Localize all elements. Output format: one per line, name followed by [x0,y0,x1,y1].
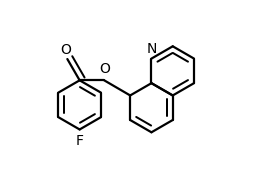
Text: O: O [60,43,71,57]
Text: N: N [146,42,157,56]
Text: F: F [76,134,84,148]
Text: O: O [99,62,110,76]
